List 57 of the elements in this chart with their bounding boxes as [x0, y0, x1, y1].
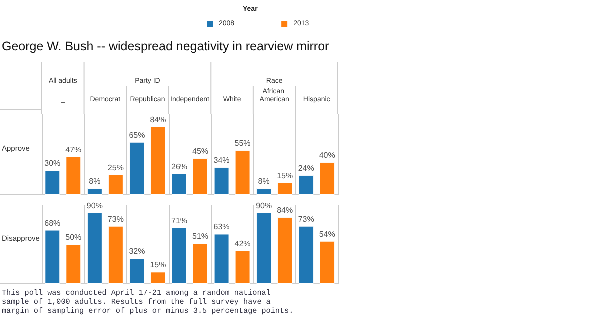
bar — [45, 230, 60, 284]
data-label: 45% — [192, 147, 209, 156]
bar — [172, 174, 187, 195]
data-label: 26% — [171, 162, 188, 172]
bar — [66, 156, 82, 195]
bar — [108, 226, 124, 284]
data-label: 54% — [319, 230, 336, 239]
bar — [320, 162, 335, 195]
data-label: 15% — [150, 260, 166, 270]
data-label: 90% — [256, 201, 272, 210]
bar — [150, 272, 166, 284]
bar — [130, 142, 145, 195]
bar — [66, 244, 82, 284]
data-label: 25% — [108, 163, 124, 172]
bar — [87, 212, 102, 284]
data-label: 47% — [66, 145, 82, 154]
bar — [172, 228, 187, 284]
data-label: 55% — [234, 138, 251, 148]
data-label: 51% — [192, 232, 209, 242]
data-label: 42% — [234, 239, 251, 248]
bar — [130, 258, 145, 284]
data-label: 71% — [171, 216, 188, 226]
bar — [193, 158, 208, 195]
bar — [150, 126, 166, 195]
bar — [298, 176, 314, 195]
data-label: 34% — [214, 156, 230, 165]
bar — [87, 188, 102, 195]
data-label: 40% — [319, 151, 336, 160]
data-label: 90% — [86, 201, 103, 210]
data-label: 84% — [277, 206, 294, 216]
bar — [278, 182, 293, 195]
bar — [45, 170, 60, 195]
data-label: 73% — [108, 214, 124, 224]
bar — [278, 218, 293, 284]
bar — [298, 226, 314, 284]
bar — [214, 234, 230, 284]
data-label: 24% — [298, 164, 314, 174]
bar — [108, 174, 124, 195]
data-label: 30% — [44, 159, 61, 168]
bar — [256, 212, 272, 284]
bar — [193, 244, 208, 284]
chart-title: George W. Bush -- widespread negativity in rearview mirror — [2, 40, 330, 54]
bar — [320, 241, 335, 284]
data-label: 15% — [277, 171, 294, 180]
bar — [256, 188, 272, 195]
data-label: 68% — [44, 218, 61, 228]
data-label: 65% — [129, 130, 146, 140]
bar — [235, 250, 250, 284]
data-label: 63% — [214, 222, 230, 232]
data-label: 73% — [298, 214, 314, 224]
data-label: 8% — [258, 177, 270, 186]
data-label: 50% — [66, 233, 82, 242]
data-label: 32% — [129, 247, 146, 256]
bar — [214, 167, 230, 195]
data-label: 84% — [150, 115, 166, 124]
data-label: 8% — [89, 177, 101, 186]
bar — [235, 150, 250, 195]
